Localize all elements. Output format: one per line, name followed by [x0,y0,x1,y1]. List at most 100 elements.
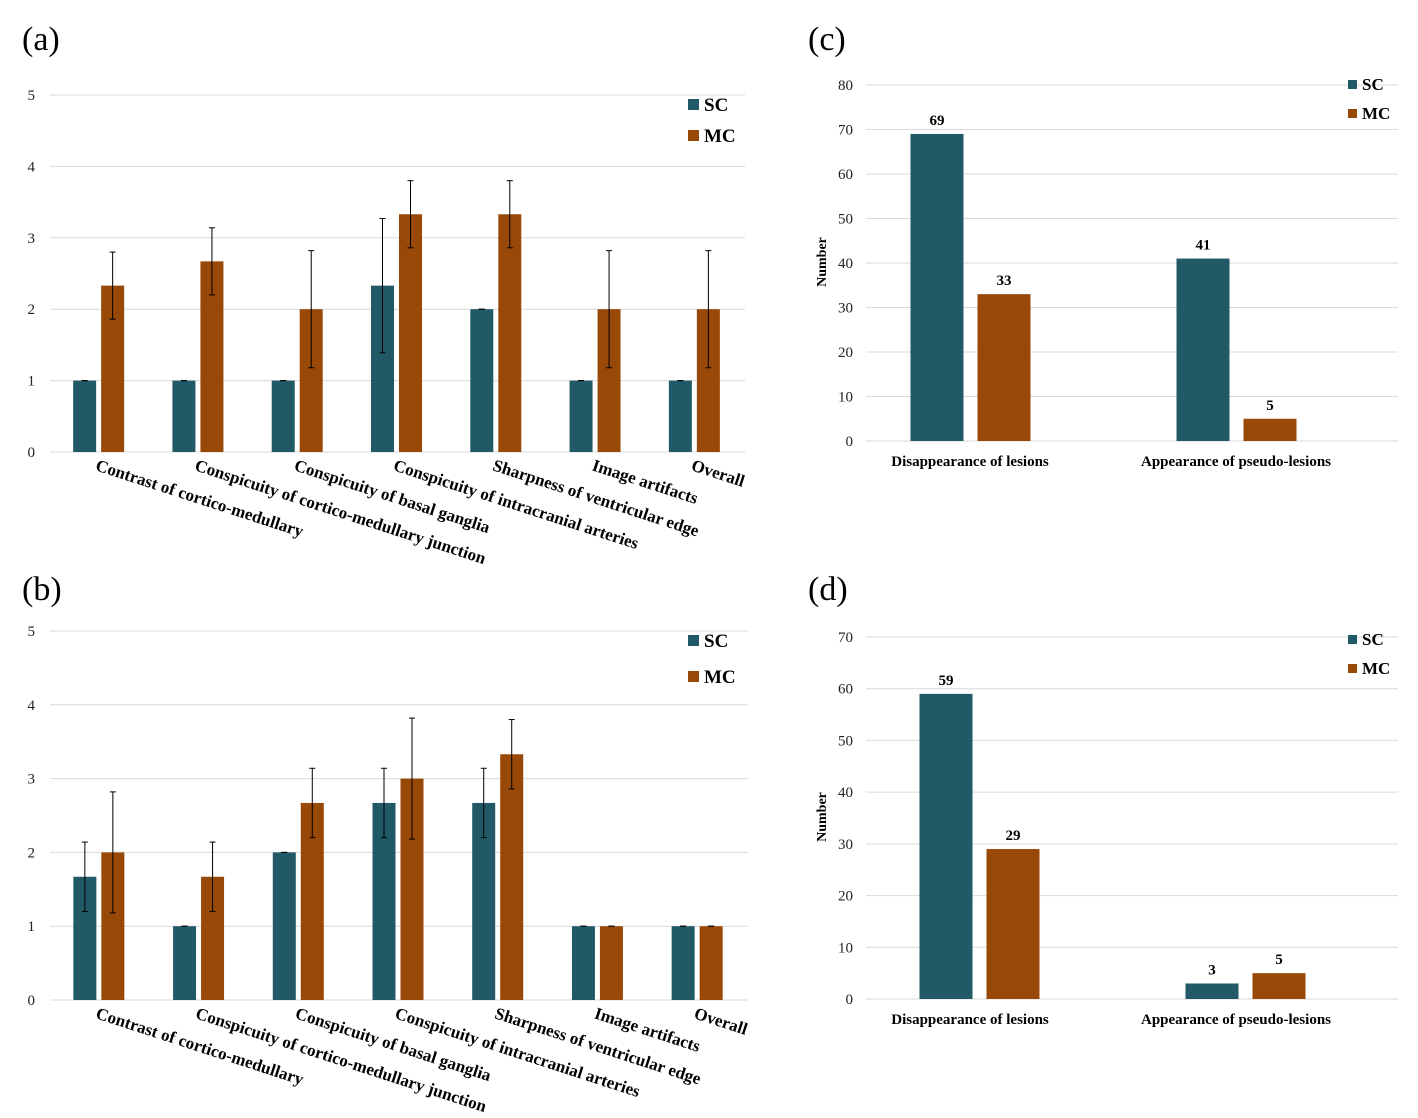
y-axis-label: Number [815,792,830,842]
bar-sc [371,285,394,452]
legend-swatch-sc [688,99,699,110]
y-tick-label: 2 [28,302,36,318]
y-tick-label: 80 [838,78,853,94]
bar-sc [472,802,496,1000]
bar-sc [1185,983,1239,999]
y-tick-label: 4 [28,159,36,175]
y-tick-label: 10 [838,940,853,956]
legend-label-sc: SC [1362,630,1384,649]
bar-mc [300,802,324,1000]
bar-sc [569,380,593,452]
legend-swatch-mc [1348,664,1357,673]
bar-mc [986,849,1040,999]
data-label: 3 [1208,962,1216,978]
legend-swatch-mc [688,130,699,141]
y-tick-label: 20 [838,345,853,361]
bar-mc [597,309,621,452]
data-label: 41 [1196,238,1211,254]
y-tick-label: 1 [28,374,36,390]
bar-mc [699,926,723,1000]
legend-label-mc: MC [1362,104,1390,123]
bar-sc [470,309,494,452]
y-tick-label: 0 [28,445,36,461]
bar-mc [696,309,720,452]
data-label: 33 [997,273,1012,289]
y-tick-label: 30 [838,301,853,317]
data-label: 5 [1275,952,1283,968]
bar-sc [1176,258,1230,441]
x-category-label: Disappearance of lesions [891,454,1049,470]
bar-mc [977,294,1031,441]
bar-sc [671,926,695,1000]
legend-label-sc: SC [1362,75,1384,94]
legend-label-sc: SC [704,631,728,652]
bar-sc [271,380,295,452]
y-tick-label: 60 [838,167,853,183]
bar-mc [201,876,225,1000]
y-tick-label: 0 [28,993,36,1009]
y-tick-label: 40 [838,256,853,272]
bar-mc [1252,973,1306,999]
bar-sc [73,380,97,452]
bar-mc [400,778,424,1000]
data-label: 5 [1266,398,1274,414]
bar-mc [498,214,522,452]
x-category-label: Appearance of pseudo-lesions [1141,1012,1331,1028]
y-tick-label: 1 [28,919,36,935]
bar-sc [172,380,196,452]
legend-swatch-sc [1348,635,1357,644]
panel-label: (c) [808,21,846,58]
bar-sc [571,926,595,1000]
y-tick-label: 5 [28,624,36,640]
data-label: 69 [930,113,945,129]
bar-mc [299,309,323,452]
data-label: 59 [939,673,954,689]
y-tick-label: 40 [838,785,853,801]
y-tick-label: 0 [846,434,854,450]
bar-sc [919,693,973,999]
y-tick-label: 3 [28,231,36,247]
bar-sc [910,133,964,441]
bar-sc [73,876,97,1000]
legend-label-mc: MC [704,126,736,147]
legend-label-sc: SC [704,95,728,116]
chart-d: (d) 0 10 20 30 40 50 60 70 Number 59 29 Disappearanc… [808,571,1398,1028]
y-tick-label: 4 [28,698,36,714]
y-tick-label: 70 [838,630,853,646]
x-category-label: Appearance of pseudo-lesions [1141,454,1331,470]
bar-mc [101,852,125,1000]
legend-swatch-mc [1348,109,1357,118]
bar-mc [101,285,125,452]
y-tick-label: 3 [28,772,36,788]
y-tick-label: 20 [838,889,853,905]
x-category-label: Overall [692,1004,750,1039]
legend-swatch-sc [688,635,699,646]
y-tick-label: 60 [838,682,853,698]
bar-sc [372,802,396,1000]
y-tick-label: 0 [846,992,854,1008]
bar-mc [599,926,623,1000]
y-tick-label: 2 [28,845,36,861]
bar-sc [173,926,197,1000]
bar-mc [200,261,224,452]
legend-swatch-mc [688,671,699,682]
x-category-label: Overall [689,456,747,491]
data-label: 29 [1006,828,1021,844]
y-tick-label: 10 [838,390,853,406]
bar-mc [399,214,422,452]
panel-label: (d) [808,571,848,608]
bar-mc [1243,418,1297,441]
panel-label: (b) [22,571,62,608]
panel-label: (a) [22,21,60,58]
y-tick-label: 50 [838,212,853,228]
legend-label-mc: MC [704,667,736,688]
y-tick-label: 30 [838,837,853,853]
bar-sc [272,852,296,1000]
y-tick-label: 50 [838,733,853,749]
bar-mc [500,754,524,1000]
y-axis-label: Number [815,237,830,287]
y-tick-label: 5 [28,88,36,104]
